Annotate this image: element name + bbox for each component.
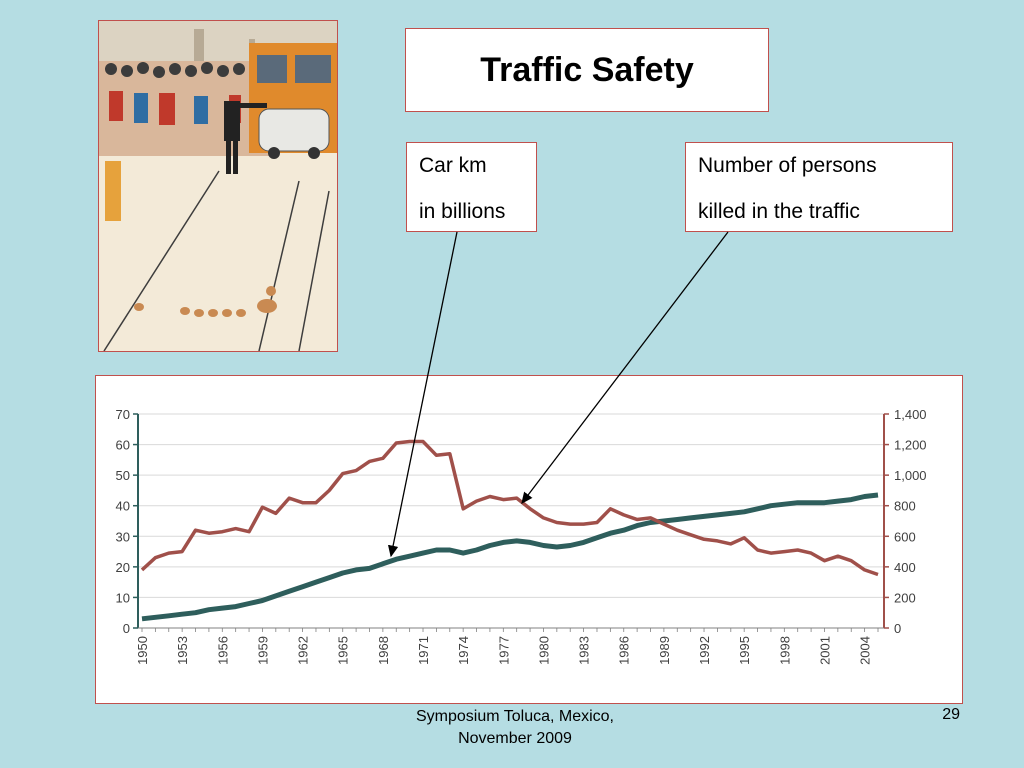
title-box: Traffic Safety — [405, 28, 769, 112]
traffic-police-illustration: 27 — [98, 20, 338, 352]
x-axis-tick-label: 1998 — [777, 636, 792, 665]
left-axis-tick-label: 30 — [116, 529, 130, 544]
right-axis-tick-label: 0 — [894, 621, 901, 636]
right-axis-tick-label: 1,000 — [894, 468, 927, 483]
left-axis-tick-label: 40 — [116, 499, 130, 514]
page-number: 29 — [942, 706, 960, 723]
car-km-callout: Car km in billions — [406, 142, 537, 232]
left-axis-tick-label: 70 — [116, 407, 130, 422]
x-axis-tick-label: 1992 — [697, 636, 712, 665]
x-axis-tick-label: 1968 — [376, 636, 391, 665]
x-axis-tick-label: 1953 — [175, 636, 190, 665]
x-axis-tick-label: 2001 — [817, 636, 832, 665]
footer-line2: November 2009 — [458, 730, 572, 747]
persons-killed-series-line — [140, 439, 879, 577]
slide-title: Traffic Safety — [480, 51, 694, 89]
right-axis-tick-label: 1,200 — [894, 438, 927, 453]
right-axis-tick-label: 800 — [894, 499, 916, 514]
right-axis-tick-label: 1,400 — [894, 407, 927, 422]
persons-killed-callout: Number of persons killed in the traffic — [685, 142, 953, 232]
right-axis-tick-label: 200 — [894, 590, 916, 605]
illustration-drawing: 27 — [99, 21, 337, 351]
right-axis-tick-label: 400 — [894, 560, 916, 575]
right-axis-tick-label: 600 — [894, 529, 916, 544]
x-axis-tick-label: 2004 — [858, 636, 873, 665]
car-km-label-line2: in billions — [419, 200, 506, 223]
x-axis-tick-label: 1974 — [456, 636, 471, 665]
left-axis-tick-label: 60 — [116, 438, 130, 453]
left-axis-tick-label: 50 — [116, 468, 130, 483]
left-axis-tick-label: 20 — [116, 560, 130, 575]
car-km-label-line1: Car km — [419, 154, 487, 177]
persons-killed-label-line2: killed in the traffic — [698, 200, 860, 223]
footer: Symposium Toluca, Mexico, November 2009 — [370, 706, 660, 750]
x-axis-tick-label: 1965 — [336, 636, 351, 665]
chart-frame: 70 60 50 40 30 20 10 0 1,400 1,200 1,000 800 600 400 2… — [95, 375, 963, 704]
chart-svg: 70 60 50 40 30 20 10 0 1,400 1,200 1,000 800 600 400 2… — [116, 407, 927, 665]
x-axis-tick-label: 1983 — [577, 636, 592, 665]
x-axis-tick-label: 1956 — [215, 636, 230, 665]
x-axis-tick-label: 1977 — [496, 636, 511, 665]
x-axis-tick-label: 1950 — [135, 636, 150, 665]
x-axis-tick-label: 1986 — [617, 636, 632, 665]
x-axis-tick-label: 1971 — [416, 636, 431, 665]
x-axis-tick-label: 1989 — [657, 636, 672, 665]
left-axis-tick-label: 0 — [123, 621, 130, 636]
x-axis-tick-label: 1980 — [536, 636, 551, 665]
left-axis-tick-label: 10 — [116, 590, 130, 605]
x-axis-tick-label: 1962 — [296, 636, 311, 665]
footer-line1: Symposium Toluca, Mexico, — [416, 708, 614, 725]
x-axis-tick-label: 1959 — [255, 636, 270, 665]
car-km-series-line — [141, 492, 879, 622]
x-axis-tick-label: 1995 — [737, 636, 752, 665]
persons-killed-label-line1: Number of persons — [698, 154, 877, 177]
